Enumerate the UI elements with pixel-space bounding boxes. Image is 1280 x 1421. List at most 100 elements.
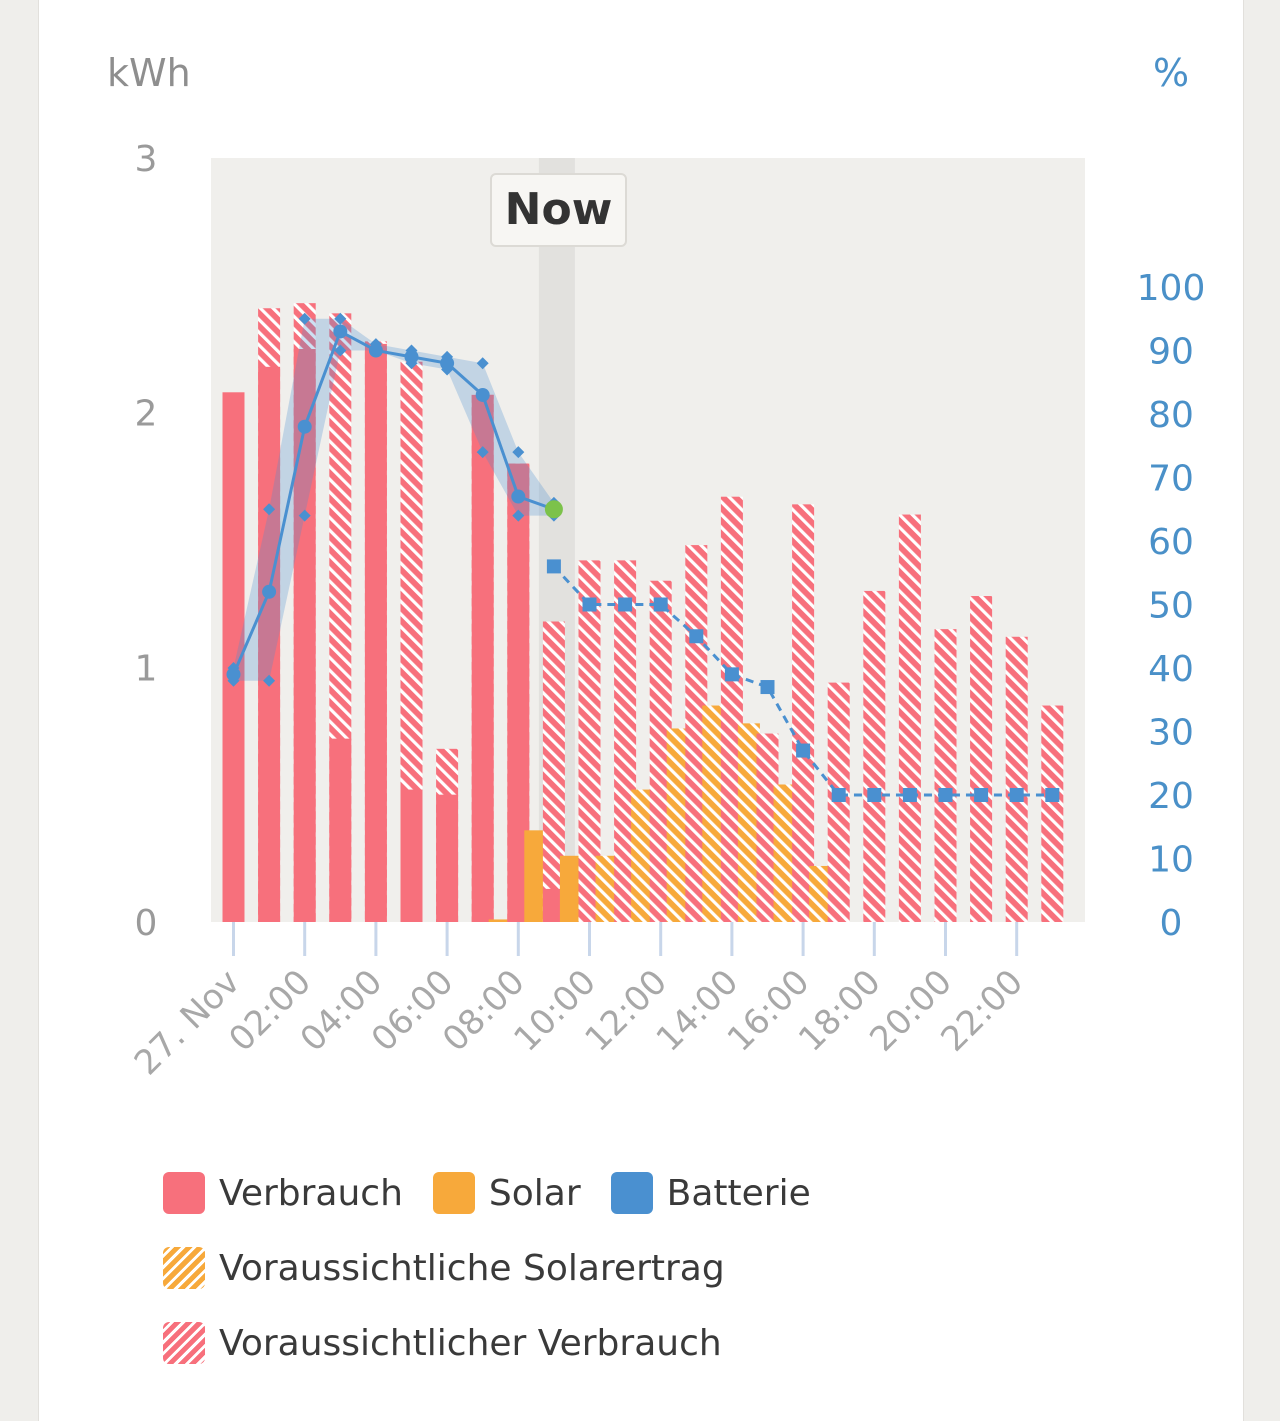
- x-axis-tick-label: 06:00: [364, 962, 462, 1060]
- forecast-solar-bar: [595, 855, 618, 922]
- right-axis-tick-label: 50: [1148, 586, 1194, 627]
- x-tick-lines: [232, 922, 1019, 956]
- legend-item-batterie[interactable]: Batterie: [610, 1172, 811, 1214]
- forecast-consumption-bar: [720, 496, 743, 922]
- right-axis-tick-label: 40: [1148, 649, 1194, 690]
- forecast-consumption-bar: [934, 629, 957, 922]
- x-axis-tick-label: 20:00: [862, 962, 960, 1060]
- forecast-verbrauch-swatch: [163, 1322, 205, 1364]
- battery-forecast-point: [760, 680, 775, 695]
- battery-forecast-point: [1045, 788, 1060, 802]
- battery-forecast-point: [1009, 788, 1024, 802]
- right-axis-unit: %: [1153, 51, 1189, 95]
- battery-series: [226, 312, 1060, 802]
- battery-range-marker: [476, 446, 489, 459]
- forecast-consumption-bar: [400, 361, 423, 922]
- legend-row: Verbrauch Solar Batterie: [163, 1165, 841, 1221]
- legend-item-forecast-solar[interactable]: Voraussichtliche Solarertrag: [163, 1247, 725, 1289]
- right-axis-tick-label: 60: [1148, 522, 1194, 563]
- solar-bar: [488, 919, 509, 922]
- energy-chart: kWh % Now 0 1 2 3 0 10 20 30 40 50 60 70 80 90 100 27…: [107, 51, 1206, 1083]
- forecast-consumption-bar: [863, 590, 886, 922]
- consumption-bar: [507, 463, 530, 922]
- verbrauch-swatch: [163, 1172, 205, 1214]
- battery-range-marker: [512, 509, 525, 522]
- x-axis-tick-label: 14:00: [649, 962, 747, 1060]
- batterie-swatch: [610, 1172, 653, 1214]
- battery-point: [333, 324, 348, 339]
- forecast-solar-bar: [631, 789, 654, 922]
- battery-forecast-point: [653, 597, 668, 612]
- x-axis-tick-label: 22:00: [933, 962, 1031, 1060]
- legend-label-forecast-verbrauch: Voraussichtlicher Verbrauch: [219, 1322, 722, 1364]
- x-axis-tick-label: 16:00: [720, 962, 818, 1060]
- battery-forecast-point: [974, 788, 989, 802]
- consumption-bar: [471, 394, 494, 923]
- right-axis-tick-label: 100: [1137, 268, 1206, 309]
- battery-forecast-point: [867, 788, 882, 802]
- battery-forecast-point: [618, 597, 633, 612]
- battery-point: [226, 667, 241, 682]
- battery-range-band: [233, 318, 554, 681]
- forecast-consumption-bar: [649, 580, 672, 922]
- battery-point: [511, 489, 526, 504]
- battery-forecast-point: [582, 597, 597, 612]
- battery-point: [475, 387, 490, 402]
- right-axis-tick-label: 30: [1148, 713, 1194, 754]
- now-label-box: [490, 173, 627, 247]
- forecast-consumption-bar: [578, 560, 601, 922]
- left-axis-tick-label: 1: [135, 648, 158, 689]
- battery-range-marker: [512, 446, 525, 459]
- consumption-bar: [222, 392, 245, 922]
- consumption-bar: [258, 366, 281, 922]
- forecast-consumption-bar: [1005, 636, 1028, 922]
- legend-row: Voraussichtlicher Verbrauch: [163, 1315, 841, 1371]
- forecast-solar-bar: [809, 865, 832, 922]
- consumption-bar: [542, 888, 565, 922]
- forecast-consumption-bar: [827, 682, 850, 922]
- now-label: Now: [490, 173, 627, 247]
- battery-forecast-line: [552, 565, 1053, 797]
- forecast-consumption-bar: [792, 504, 815, 922]
- forecast-solar-bar: [666, 728, 689, 922]
- battery-range-marker: [334, 312, 347, 325]
- left-axis-unit: kWh: [107, 51, 191, 95]
- consumption-bar: [329, 738, 352, 922]
- x-axis-ticks: 27. Nov02:0004:0006:0008:0010:0012:0014:…: [127, 962, 1031, 1083]
- legend-item-forecast-verbrauch[interactable]: Voraussichtlicher Verbrauch: [163, 1322, 722, 1364]
- battery-point: [404, 349, 419, 364]
- bars: [222, 303, 1064, 923]
- x-axis-tick-label: 18:00: [791, 962, 889, 1060]
- x-axis-tick-label: 10:00: [506, 962, 604, 1060]
- battery-point: [368, 343, 383, 358]
- forecast-solar-bar: [737, 723, 760, 922]
- right-axis-tick-label: 10: [1148, 840, 1194, 881]
- solar-swatch: [432, 1172, 475, 1214]
- forecast-consumption-bar: [1041, 705, 1064, 922]
- x-axis-tick-label: 04:00: [293, 962, 391, 1060]
- battery-range-marker: [263, 674, 276, 687]
- legend-item-verbrauch[interactable]: Verbrauch: [163, 1172, 403, 1214]
- legend: Verbrauch Solar Batterie Voraussichtlich…: [163, 1165, 841, 1390]
- legend-item-solar[interactable]: Solar: [432, 1172, 581, 1214]
- consumption-bar: [364, 343, 387, 922]
- forecast-solar-bar: [702, 705, 725, 922]
- battery-point: [297, 419, 312, 434]
- forecast-consumption-bar: [756, 733, 779, 922]
- legend-row: Voraussichtliche Solarertrag: [163, 1240, 841, 1296]
- left-axis-tick-label: 3: [135, 139, 158, 180]
- legend-label-solar: Solar: [488, 1172, 581, 1214]
- chart-card: kWh % Now 0 1 2 3 0 10 20 30 40 50 60 70 80 90 100 27…: [38, 0, 1244, 1421]
- x-axis-tick-label: 02:00: [221, 962, 319, 1060]
- battery-range-marker: [298, 312, 311, 325]
- forecast-consumption-bar: [614, 560, 637, 922]
- battery-forecast-point: [902, 788, 917, 802]
- forecast-consumption-bar: [542, 621, 565, 922]
- right-axis-ticks: 0 10 20 30 40 50 60 70 80 90 100: [1137, 268, 1206, 944]
- left-axis-tick-label: 2: [135, 394, 158, 435]
- legend-label-forecast-solar: Voraussichtliche Solarertrag: [219, 1247, 725, 1289]
- legend-label-batterie: Batterie: [666, 1172, 811, 1214]
- solar-bar: [524, 830, 545, 922]
- x-axis-tick-label: 08:00: [435, 962, 533, 1060]
- consumption-bar: [293, 349, 316, 922]
